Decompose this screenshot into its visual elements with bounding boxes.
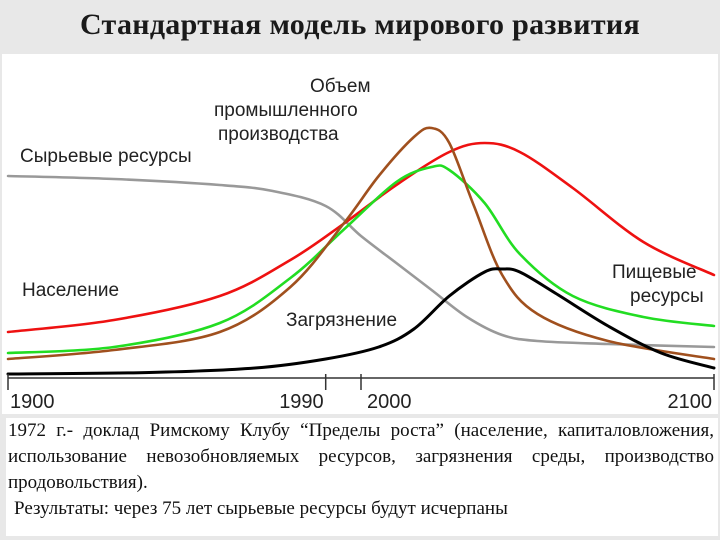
line-labels-layer: Объем промышленного производства Сырьевы… [20, 76, 704, 331]
label-industry-2: промышленного [214, 100, 358, 121]
x-tick-label-1990: 1990 [279, 391, 324, 413]
label-population: Население [22, 280, 119, 301]
series-layer [6, 126, 716, 376]
caption-paragraph: 1972 г.- доклад Римскому Клубу “Пределы … [8, 420, 714, 493]
world-model-chart: 1900 1990 2000 2100 Объем промышленного про… [6, 76, 716, 413]
series-line-industry [6, 126, 716, 361]
label-industry-1: Объем [310, 76, 371, 97]
slide-title: Стандартная модель мирового развития [79, 8, 641, 41]
label-industry-3: производства [218, 124, 339, 145]
label-resources: Сырьевые ресурсы [20, 146, 192, 167]
series-line-resources [6, 174, 716, 349]
x-tick-label-2100: 2100 [668, 391, 713, 413]
series-line-food [6, 164, 716, 355]
caption-box: 1972 г.- доклад Римскому Клубу “Пределы … [6, 418, 718, 536]
label-food-1: Пищевые [612, 262, 697, 283]
x-tick-label-2000: 2000 [367, 391, 412, 413]
series-line-pollution [6, 267, 716, 376]
chart-panel: 1900 1990 2000 2100 Объем промышленного про… [2, 54, 718, 414]
series-line-population [6, 141, 716, 334]
x-axis: 1900 1990 2000 2100 [7, 374, 715, 413]
label-food-2: ресурсы [630, 286, 704, 307]
label-pollution: Загрязнение [286, 310, 397, 331]
caption-result: Результаты: через 75 лет сырьевые ресурс… [14, 498, 508, 519]
x-tick-label-1900: 1900 [10, 391, 55, 413]
